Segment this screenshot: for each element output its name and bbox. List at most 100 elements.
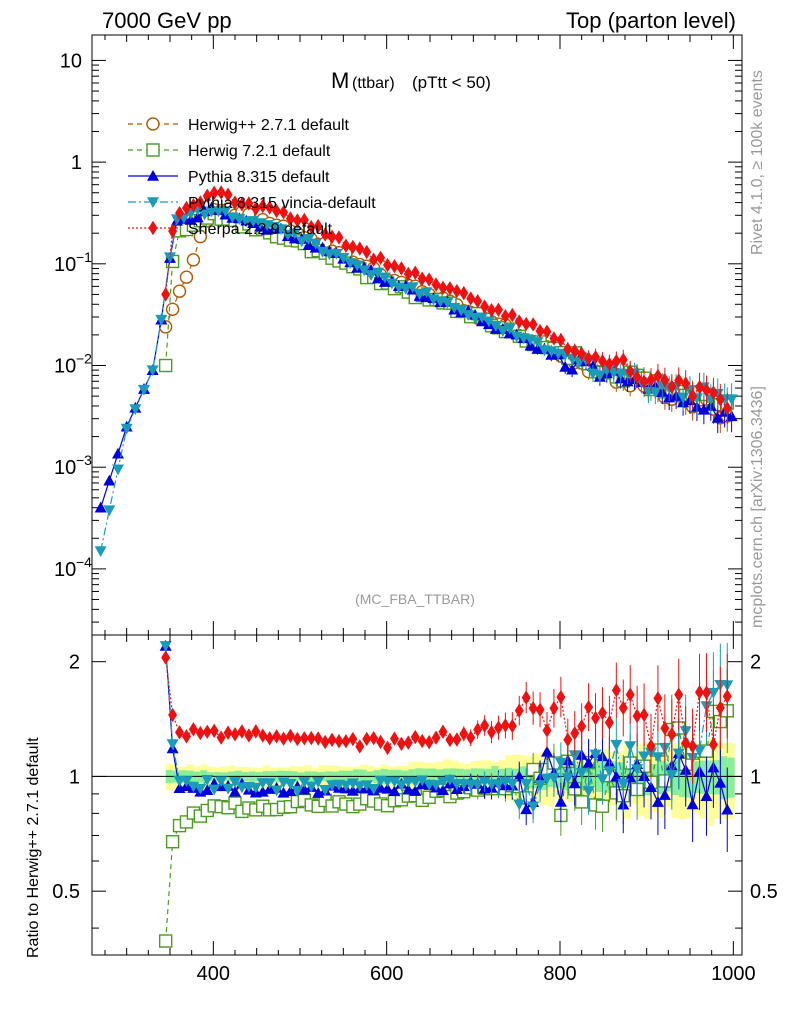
ratio-y-tick-label-left: 0.5 (52, 881, 80, 903)
data-point (358, 265, 371, 277)
data-point (500, 309, 510, 324)
ratio-data-point (209, 723, 219, 739)
ratio-data-point (707, 687, 720, 699)
ratio-data-point (542, 723, 552, 738)
header-right-title: Top (parton level) (566, 8, 736, 33)
data-point (389, 259, 399, 274)
data-point (681, 376, 691, 391)
ratio-data-point (216, 730, 226, 745)
ratio-data-point (367, 784, 380, 795)
data-point (639, 374, 649, 389)
data-point (161, 287, 171, 302)
ratio-data-point (299, 731, 309, 746)
data-point (441, 297, 454, 309)
legend-label: Herwig 7.2.1 default (188, 143, 331, 160)
ratio-data-point (402, 783, 415, 795)
ratio-data-point (574, 795, 589, 809)
ratio-data-point (272, 729, 282, 744)
ratio-data-point (381, 782, 394, 794)
data-point (376, 250, 386, 266)
ratio-data-point (388, 785, 401, 797)
ratio-data-point (665, 769, 678, 781)
ratio-data-point (443, 774, 456, 786)
data-point (158, 358, 173, 373)
uncertainty-band-inner (692, 761, 701, 794)
data-point (503, 323, 516, 335)
ratio-data-point (229, 777, 241, 788)
ratio-data-point (695, 685, 705, 700)
data-point (438, 280, 448, 296)
ratio-data-point (376, 734, 386, 750)
legend-label: Pythia 8.315 vincia-default (188, 195, 376, 212)
ratio-data-point (327, 732, 337, 748)
data-point (272, 203, 282, 219)
ratio-data-point (556, 689, 566, 705)
uncertainty-band-inner (713, 760, 721, 795)
ratio-data-point (492, 779, 505, 791)
ratio-data-point (568, 777, 581, 789)
data-point (188, 198, 198, 213)
data-point (410, 265, 420, 280)
ratio-data-point (431, 730, 441, 745)
uncertainty-band-inner (616, 762, 624, 792)
data-point (597, 353, 607, 369)
data-point (258, 198, 268, 214)
ratio-data-point (688, 738, 698, 754)
analysis-watermark: (MC_FBA_TTBAR) (355, 591, 475, 607)
ratio-data-point (506, 779, 519, 790)
data-point (688, 388, 698, 404)
ratio-data-point (168, 707, 178, 723)
y-tick-label: 10 (54, 254, 76, 276)
ratio-data-point (473, 722, 483, 737)
uncertainty-band-inner (727, 757, 735, 798)
ratio-data-point (229, 785, 241, 797)
legend-marker (147, 170, 159, 181)
y-tick-exponent: −1 (76, 249, 92, 265)
data-point (365, 270, 378, 281)
data-point (129, 404, 142, 416)
ratio-data-point (645, 781, 657, 792)
data-point (165, 302, 180, 316)
data-point (334, 230, 344, 245)
ratio-data-point (547, 772, 560, 784)
ratio-data-point (346, 778, 359, 790)
mcplots-label: mcplots.cern.ch [arXiv:1306.3436] (749, 386, 766, 628)
ratio-data-point (181, 729, 191, 744)
ratio-data-point (584, 699, 594, 715)
ratio-data-point (575, 767, 588, 779)
ratio-data-point (700, 790, 713, 802)
y-tick-label: 1 (71, 152, 82, 174)
data-point (191, 211, 204, 223)
ratio-data-point (493, 720, 503, 735)
data-point (646, 372, 656, 387)
data-point (482, 316, 495, 328)
ratio-data-point (270, 785, 283, 797)
legend-entry: Herwig 7.2.1 default (128, 143, 331, 160)
ratio-data-point (554, 796, 567, 807)
data-point (725, 394, 738, 406)
ratio-data-point (158, 934, 173, 948)
data-point (120, 423, 133, 435)
series-2 (94, 201, 738, 513)
ratio-data-point (653, 691, 663, 706)
ratio-data-point (604, 715, 614, 730)
ratio-data-point (480, 718, 490, 733)
ratio-data-point (452, 732, 462, 747)
ratio-data-point (721, 803, 734, 815)
data-point (725, 410, 738, 422)
ratio-data-point (611, 683, 621, 698)
ratio-data-point (660, 720, 670, 736)
data-point (577, 346, 587, 362)
ratio-data-point (568, 750, 581, 762)
data-point (556, 332, 566, 348)
data-point (179, 270, 194, 284)
data-point (413, 289, 426, 300)
data-point (660, 372, 670, 388)
legend-label: Herwig++ 2.7.1 default (188, 117, 350, 134)
data-point (299, 212, 309, 228)
y-tick-label: 10 (54, 457, 76, 479)
ratio-data-point (403, 735, 413, 750)
ratio-data-point (388, 776, 401, 788)
data-point (549, 331, 559, 346)
